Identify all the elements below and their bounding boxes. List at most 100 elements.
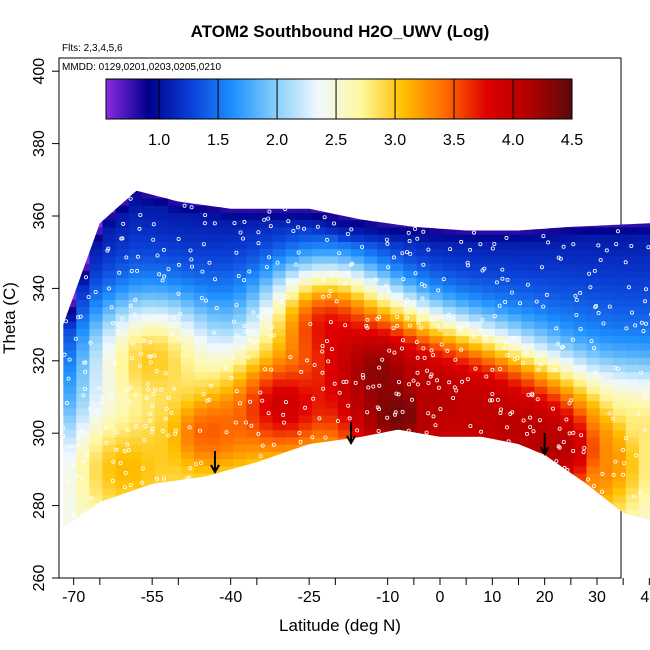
heatmap-cell <box>429 306 444 315</box>
heatmap-cell <box>494 234 509 242</box>
heatmap-cell <box>115 407 130 416</box>
heatmap-cell <box>560 422 575 431</box>
heatmap-cell <box>508 328 522 337</box>
heatmap-cell <box>259 234 274 242</box>
heatmap-cell <box>599 292 614 300</box>
sample-point <box>567 401 572 406</box>
heatmap-cell <box>586 415 601 423</box>
heatmap-cell <box>481 190 496 199</box>
heatmap-cell <box>102 335 117 344</box>
heatmap-cell <box>298 284 313 293</box>
sample-point <box>530 391 535 396</box>
heatmap-cell <box>89 516 104 525</box>
heatmap-cell <box>167 364 182 373</box>
heatmap-cell <box>337 487 352 496</box>
heatmap-cell <box>102 313 117 322</box>
heatmap-cell <box>508 306 522 315</box>
heatmap-cell <box>272 234 287 242</box>
heatmap-cell <box>468 313 483 322</box>
sample-point <box>148 411 153 416</box>
heatmap-cell <box>468 292 483 300</box>
x-tick-label: -55 <box>141 589 164 606</box>
heatmap-cell <box>416 473 431 481</box>
heatmap-cell <box>534 429 548 438</box>
heatmap-cell <box>521 509 535 518</box>
heatmap-cell <box>560 378 575 387</box>
heatmap-cell <box>468 320 483 329</box>
heatmap-cell <box>625 205 640 213</box>
heatmap-cell <box>259 328 274 337</box>
heatmap-cell <box>442 422 457 431</box>
heatmap-cell <box>403 393 418 402</box>
heatmap-cell <box>102 487 117 496</box>
heatmap-cell <box>534 378 548 387</box>
sample-point <box>399 346 404 351</box>
heatmap-cell <box>351 501 365 510</box>
heatmap-cell <box>167 241 182 250</box>
heatmap-cell <box>324 306 339 315</box>
heatmap-cell <box>102 444 117 452</box>
heatmap-cell <box>233 328 247 337</box>
heatmap-cell <box>390 342 404 351</box>
heatmap-cell <box>455 219 470 228</box>
heatmap-cell <box>167 444 182 452</box>
heatmap-cell <box>534 400 548 409</box>
heatmap-cell <box>468 509 483 518</box>
heatmap-cell <box>625 255 640 264</box>
heatmap-cell <box>625 509 640 518</box>
heatmap-cell <box>377 205 391 213</box>
heatmap-cell <box>167 436 182 445</box>
heatmap-cell <box>102 422 117 431</box>
heatmap-cell <box>442 364 457 373</box>
heatmap-cell <box>560 458 575 467</box>
heatmap-cell <box>455 364 470 373</box>
heatmap-cell <box>298 415 313 423</box>
heatmap-cell <box>63 465 77 474</box>
heatmap-cell <box>246 241 261 250</box>
sample-point <box>320 349 325 354</box>
heatmap-cell <box>76 292 90 300</box>
heatmap-cell <box>429 212 444 221</box>
heatmap-cell <box>481 349 496 358</box>
sample-point <box>570 337 575 342</box>
heatmap-cell <box>625 378 640 387</box>
heatmap-cell <box>180 458 195 467</box>
sample-point <box>494 280 499 285</box>
heatmap-cell <box>285 205 300 213</box>
sample-point <box>490 246 495 251</box>
sample-point <box>406 230 411 235</box>
heatmap-cell <box>573 241 588 250</box>
heatmap-cell <box>180 292 195 300</box>
sample-point <box>247 399 252 404</box>
heatmap-cell <box>324 284 339 293</box>
heatmap-cell <box>207 458 221 467</box>
heatmap-cell <box>141 226 156 235</box>
heatmap-cell <box>89 328 104 337</box>
heatmap-cell <box>390 487 404 496</box>
heatmap-cell <box>521 465 535 474</box>
heatmap-cell <box>442 494 457 503</box>
heatmap-cell <box>89 357 104 366</box>
heatmap-cell <box>403 292 418 300</box>
heatmap-cell <box>141 386 156 394</box>
sample-point <box>224 430 229 435</box>
heatmap-cell <box>180 378 195 387</box>
heatmap-cell <box>259 393 274 402</box>
heatmap-cell <box>560 226 575 235</box>
heatmap-cell <box>233 386 247 394</box>
heatmap-cell <box>337 415 352 423</box>
heatmap-cell <box>259 494 274 503</box>
heatmap-cell <box>63 263 77 271</box>
heatmap-cell <box>351 480 365 489</box>
heatmap-cell <box>364 277 378 286</box>
heatmap-cell <box>455 393 470 402</box>
heatmap-cell <box>89 371 104 380</box>
heatmap-cell <box>403 349 418 358</box>
heatmap-cell <box>547 328 561 337</box>
heatmap-cell <box>625 342 640 351</box>
heatmap-cell <box>63 248 77 257</box>
heatmap-cell <box>180 320 195 329</box>
heatmap-cell <box>324 444 339 452</box>
heatmap-cell <box>599 465 614 474</box>
heatmap-cell <box>259 292 274 300</box>
